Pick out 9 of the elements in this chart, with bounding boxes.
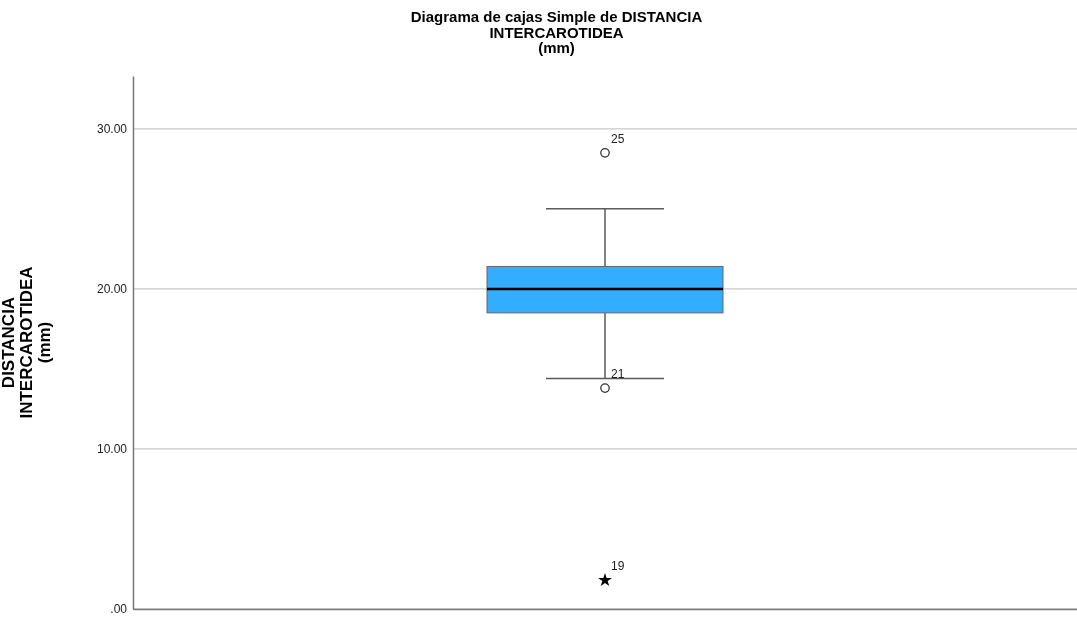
y-tick-label: .00 bbox=[110, 602, 128, 617]
annotation: 25 bbox=[611, 131, 625, 146]
annotation: 19 bbox=[611, 559, 625, 574]
y-tick-label: 30.00 bbox=[96, 122, 128, 137]
y-axis-title: DISTANCIA INTERCAROTIDEA (mm) bbox=[0, 266, 54, 419]
y-tick-label: 10.00 bbox=[96, 442, 128, 457]
chart-title: Diagrama de cajas Simple de DISTANCIA INTERCAROTIDEA (mm) bbox=[410, 8, 703, 57]
annotation: 21 bbox=[611, 367, 625, 382]
y-tick-label: 20.00 bbox=[96, 282, 128, 297]
